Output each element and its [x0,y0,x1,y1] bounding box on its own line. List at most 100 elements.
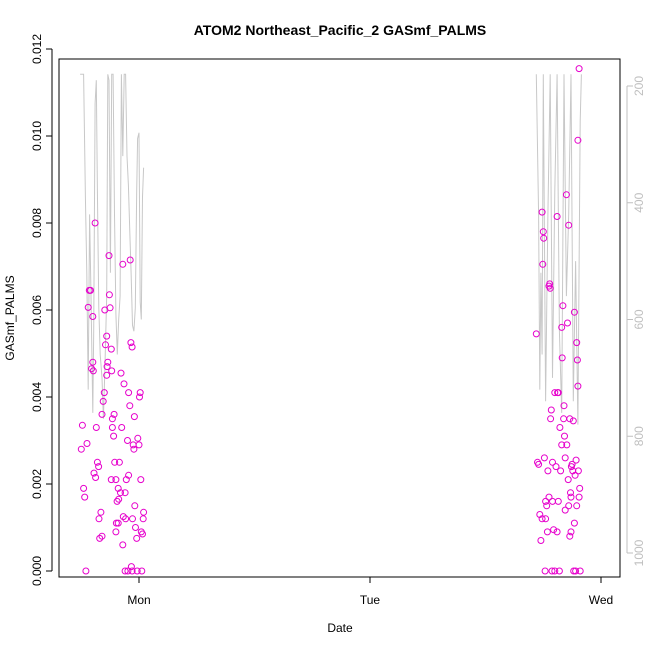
data-point [136,389,144,397]
data-point [136,393,143,401]
data-point [108,424,116,431]
data-point [569,417,577,425]
data-point [93,458,101,466]
data-point [551,567,559,575]
data-point [561,454,569,462]
y-tick-label: 0.008 [30,208,44,238]
data-point [537,537,545,544]
data-point [561,506,569,514]
data-point [541,567,549,575]
data-point [553,213,561,220]
data-point [114,519,122,527]
data-point [538,208,546,216]
data-point [573,356,581,364]
data-point [107,476,115,484]
right-tick-label: 1000 [632,539,646,566]
data-point [103,363,111,371]
y-tick-label: 0.000 [30,556,44,586]
points-layer [77,65,584,575]
data-point [535,460,543,468]
data-point [540,454,548,462]
data-point [112,476,120,484]
data-point [119,541,127,549]
data-point [108,415,116,423]
data-point [550,526,558,534]
data-point [124,567,132,575]
data-point [77,445,85,453]
data-point [543,502,551,510]
data-point [118,424,126,431]
data-point [128,567,136,575]
data-point [543,528,551,536]
data-point [567,528,575,536]
data-point [131,502,139,510]
data-point [121,567,129,575]
data-point [574,382,582,390]
data-point [565,221,573,229]
data-point [542,515,550,523]
data-point [568,460,576,468]
data-point [124,437,131,444]
x-axis-label: Date [327,621,353,635]
data-point [130,445,138,453]
data-point [115,495,123,503]
data-point [560,402,568,410]
data-point [95,463,103,471]
data-point [112,528,120,536]
data-point [558,354,566,362]
x-tick-label: Mon [127,593,150,607]
data-point [98,410,106,418]
data-point [564,476,572,484]
data-point [574,467,582,475]
data-point [120,380,128,388]
data-point [88,365,96,373]
data-point [549,458,556,466]
data-point [127,339,135,347]
data-point [553,528,561,536]
data-point [548,567,556,575]
y-tick-label: 0.004 [30,382,44,412]
data-point [139,530,146,538]
data-point [104,358,112,366]
data-point [110,432,118,440]
data-point [108,367,116,375]
y-tick-label: 0.002 [30,469,44,499]
data-point [539,228,547,236]
data-point [573,339,581,347]
data-point [546,284,554,292]
data-point [100,389,108,397]
data-point [110,410,118,418]
data-point [566,415,574,423]
data-point [542,497,550,505]
right-tick-label: 600 [632,309,646,329]
data-point [539,260,547,268]
pressure-line-segment [535,74,582,425]
data-point [126,256,134,264]
data-point [134,434,142,442]
data-point [132,524,139,531]
data-point [119,513,127,521]
data-point [96,534,104,542]
data-point [92,474,100,481]
data-point [575,65,583,73]
data-point [573,502,581,510]
data-point [130,413,138,421]
data-point [129,515,136,523]
data-point [555,567,563,575]
y-axis-label: GASmf_PALMS [3,275,17,360]
data-point [557,467,565,475]
data-point [80,484,88,492]
data-point [82,567,90,575]
data-point [103,332,111,340]
data-point [554,497,562,505]
data-point [559,302,567,310]
data-point [117,369,125,377]
data-point [122,515,130,523]
pressure-line-layer [80,73,582,425]
pressure-line-segment [80,73,145,419]
data-point [574,136,582,144]
y-tick-label: 0.010 [30,121,44,151]
y-tick-label: 0.006 [30,295,44,325]
data-point [546,280,554,288]
